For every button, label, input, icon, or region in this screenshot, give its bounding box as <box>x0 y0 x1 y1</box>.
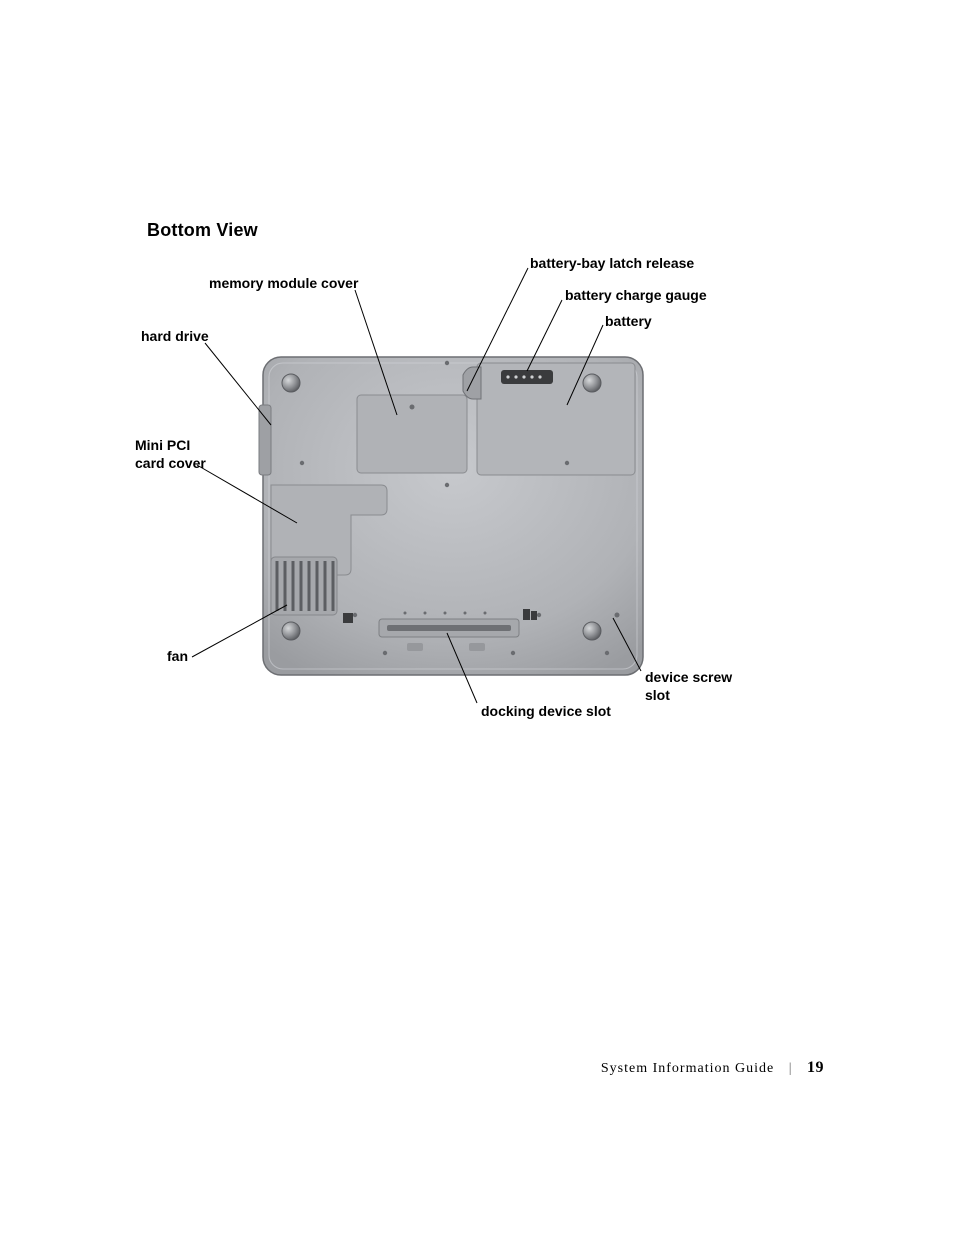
label-docking-device-slot: docking device slot <box>481 703 611 721</box>
label-fan: fan <box>167 648 188 666</box>
label-mini-pci-card-cover: Mini PCI card cover <box>135 437 206 472</box>
battery-panel <box>463 363 635 475</box>
label-battery-charge-gauge: battery charge gauge <box>565 287 707 305</box>
battery-bay-latch-release-shape <box>463 367 481 399</box>
battery-charge-gauge-shape <box>501 370 553 384</box>
label-battery: battery <box>605 313 652 331</box>
hard-drive-panel <box>259 405 271 475</box>
label-device-screw-slot-line1: device screw <box>645 669 732 685</box>
page-footer: System Information Guide | 19 <box>601 1059 824 1077</box>
memory-module-cover-panel <box>357 395 467 473</box>
label-mini-pci-line2: card cover <box>135 455 206 471</box>
label-memory-module-cover: memory module cover <box>209 275 358 293</box>
footer-page-number: 19 <box>807 1059 824 1076</box>
label-hard-drive: hard drive <box>141 328 209 346</box>
label-device-screw-slot: device screw slot <box>645 669 732 704</box>
fan-grille <box>271 557 337 615</box>
label-battery-bay-latch-release: battery-bay latch release <box>530 255 694 273</box>
label-mini-pci-line1: Mini PCI <box>135 437 190 453</box>
diagram-svg <box>147 255 807 735</box>
document-page: Bottom View <box>0 0 954 1235</box>
section-heading: Bottom View <box>147 220 258 241</box>
footer-divider: | <box>789 1061 793 1076</box>
bottom-view-diagram: battery-bay latch release battery charge… <box>147 255 807 735</box>
footer-guide-title: System Information Guide <box>601 1061 774 1076</box>
label-device-screw-slot-line2: slot <box>645 687 670 703</box>
